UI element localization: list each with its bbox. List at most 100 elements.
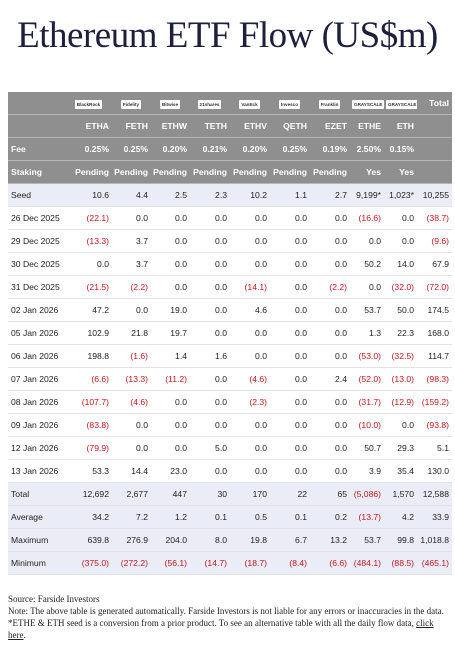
flow-value: 0.0 bbox=[151, 390, 190, 414]
flow-value: (38.7) bbox=[417, 206, 452, 230]
flow-value: 0.0 bbox=[270, 252, 310, 276]
row-label: Staking bbox=[8, 160, 66, 184]
flow-value: (11.2) bbox=[151, 367, 190, 391]
flow-value: 198.8 bbox=[66, 344, 112, 368]
day-row: 30 Dec 2025 0.0 3.7 0.0 0.0 0.0 0.0 0.0 50.2 14.0… bbox=[8, 252, 452, 276]
flow-value: 0.0 bbox=[112, 413, 151, 437]
flow-value: 0.0 bbox=[310, 252, 350, 276]
flow-value: 0.0 bbox=[310, 344, 350, 368]
cell: GRAYSCALE bbox=[350, 92, 384, 115]
flow-value: 10.6 bbox=[66, 183, 112, 207]
seed-row: Seed 10.6 4.4 2.5 2.3 10.2 1.1 2.7 9,199* 1,023* 1… bbox=[8, 183, 452, 207]
summary-row: Maximum 639.8 276.9 204.0 8.0 19.8 6.7 13.2 53.7… bbox=[8, 528, 452, 552]
flow-value: (12.9) bbox=[384, 390, 417, 414]
flow-value: (93.8) bbox=[417, 413, 452, 437]
ticker: ETHE bbox=[350, 114, 384, 138]
row-label: Average bbox=[8, 505, 66, 529]
flow-value: 0.0 bbox=[384, 413, 417, 437]
day-row: 08 Jan 2026 (107.7) (4.6) 0.0 0.0 (2.3) 0.0 0.0… bbox=[8, 390, 452, 414]
flow-value: 0.0 bbox=[270, 436, 310, 460]
flow-value: 0.0 bbox=[270, 321, 310, 345]
flow-value: 1,570 bbox=[384, 482, 417, 506]
flow-value: (10.0) bbox=[350, 413, 384, 437]
cell: BlackRock bbox=[66, 92, 112, 115]
staking-value: Pending bbox=[151, 160, 190, 184]
flow-value: 0.0 bbox=[151, 206, 190, 230]
flow-value: (465.1) bbox=[417, 551, 452, 575]
flow-value: 0.0 bbox=[270, 298, 310, 322]
cell bbox=[8, 92, 66, 115]
flow-value: 14.4 bbox=[112, 459, 151, 483]
issuer-logo: Bitwise bbox=[159, 99, 181, 109]
row-label: Fee bbox=[8, 137, 66, 161]
flow-value: 3.7 bbox=[112, 229, 151, 253]
row-label: 13 Jan 2026 bbox=[8, 459, 66, 483]
link[interactable]: click here bbox=[8, 618, 434, 640]
flow-value: 10.2 bbox=[230, 183, 270, 207]
flow-value: 19.7 bbox=[151, 321, 190, 345]
flow-value: (13.0) bbox=[384, 367, 417, 391]
flow-value: (98.3) bbox=[417, 367, 452, 391]
flow-value: 1.1 bbox=[270, 183, 310, 207]
cell: GRAYSCALE bbox=[384, 92, 417, 115]
row-label: 12 Jan 2026 bbox=[8, 436, 66, 460]
source: Source: Farside Investors bbox=[8, 594, 100, 604]
flow-value: 0.0 bbox=[112, 436, 151, 460]
flow-value: 276.9 bbox=[112, 528, 151, 552]
flow-value: (52.0) bbox=[350, 367, 384, 391]
flow-value: 19.8 bbox=[230, 528, 270, 552]
flow-value: 0.0 bbox=[270, 459, 310, 483]
flow-value: 50.7 bbox=[350, 436, 384, 460]
cell: Invesco bbox=[270, 92, 310, 115]
flow-value: (107.7) bbox=[66, 390, 112, 414]
flow-value: 2.5 bbox=[151, 183, 190, 207]
flow-value: 0.0 bbox=[270, 390, 310, 414]
flow-value: 0.0 bbox=[151, 436, 190, 460]
flow-value: 22.3 bbox=[384, 321, 417, 345]
flow-value: (2.2) bbox=[112, 275, 151, 299]
flow-value: 35.4 bbox=[384, 459, 417, 483]
issuer-logo: Invesco bbox=[278, 99, 301, 109]
fee-row: Fee 0.25% 0.25% 0.20% 0.21% 0.20% 0.25% 0.19% 2.… bbox=[8, 137, 452, 161]
flow-value: 0.0 bbox=[151, 413, 190, 437]
row-label: 06 Jan 2026 bbox=[8, 344, 66, 368]
flow-value: 2,677 bbox=[112, 482, 151, 506]
day-row: 05 Jan 2026 102.9 21.8 19.7 0.0 0.0 0.0 0.0 1.3 2… bbox=[8, 321, 452, 345]
flow-value: 12,588 bbox=[417, 482, 452, 506]
flow-value: 14.0 bbox=[384, 252, 417, 276]
flow-value: 23.0 bbox=[151, 459, 190, 483]
flow-value: (272.2) bbox=[112, 551, 151, 575]
staking-value: Yes bbox=[350, 160, 384, 184]
day-row: 29 Dec 2025 (13.3) 3.7 0.0 0.0 0.0 0.0 0.0 0.0 0.… bbox=[8, 229, 452, 253]
flow-value: 130.0 bbox=[417, 459, 452, 483]
flow-value: (21.5) bbox=[66, 275, 112, 299]
flow-value: 0.0 bbox=[270, 229, 310, 253]
flow-value: 0.0 bbox=[310, 390, 350, 414]
flow-value: 0.0 bbox=[230, 413, 270, 437]
table-body: BlackRock Fidelity Bitwise 21shares VanEck In… bbox=[8, 92, 452, 575]
day-row: 07 Jan 2026 (6.6) (13.3) (11.2) 0.0 (4.6) 0.0 2… bbox=[8, 367, 452, 391]
flow-value: 0.0 bbox=[151, 229, 190, 253]
flow-value: (8.4) bbox=[270, 551, 310, 575]
issuer-logo: Fidelity bbox=[120, 99, 142, 109]
flow-value: 2.7 bbox=[310, 183, 350, 207]
flow-value: 0.0 bbox=[310, 459, 350, 483]
flow-value: (9.6) bbox=[417, 229, 452, 253]
flow-value: 3.7 bbox=[112, 252, 151, 276]
cell: 21shares bbox=[190, 92, 230, 115]
issuer-logo: GRAYSCALE bbox=[352, 99, 384, 109]
ticker: FETH bbox=[112, 114, 151, 138]
flow-value: (13.3) bbox=[112, 367, 151, 391]
day-row: 13 Jan 2026 53.3 14.4 23.0 0.0 0.0 0.0 0.0 3.9 35… bbox=[8, 459, 452, 483]
staking-value: Pending bbox=[112, 160, 151, 184]
flow-value: 168.0 bbox=[417, 321, 452, 345]
flow-value: 5.1 bbox=[417, 436, 452, 460]
flow-value: 0.0 bbox=[270, 344, 310, 368]
flow-value: (4.6) bbox=[230, 367, 270, 391]
flow-value: 0.0 bbox=[112, 298, 151, 322]
note-end: . bbox=[23, 630, 26, 640]
flow-value: 3.9 bbox=[350, 459, 384, 483]
issuer-logo: GRAYSCALE bbox=[386, 99, 417, 109]
row-label: 26 Dec 2025 bbox=[8, 206, 66, 230]
flow-value: 0.0 bbox=[310, 229, 350, 253]
